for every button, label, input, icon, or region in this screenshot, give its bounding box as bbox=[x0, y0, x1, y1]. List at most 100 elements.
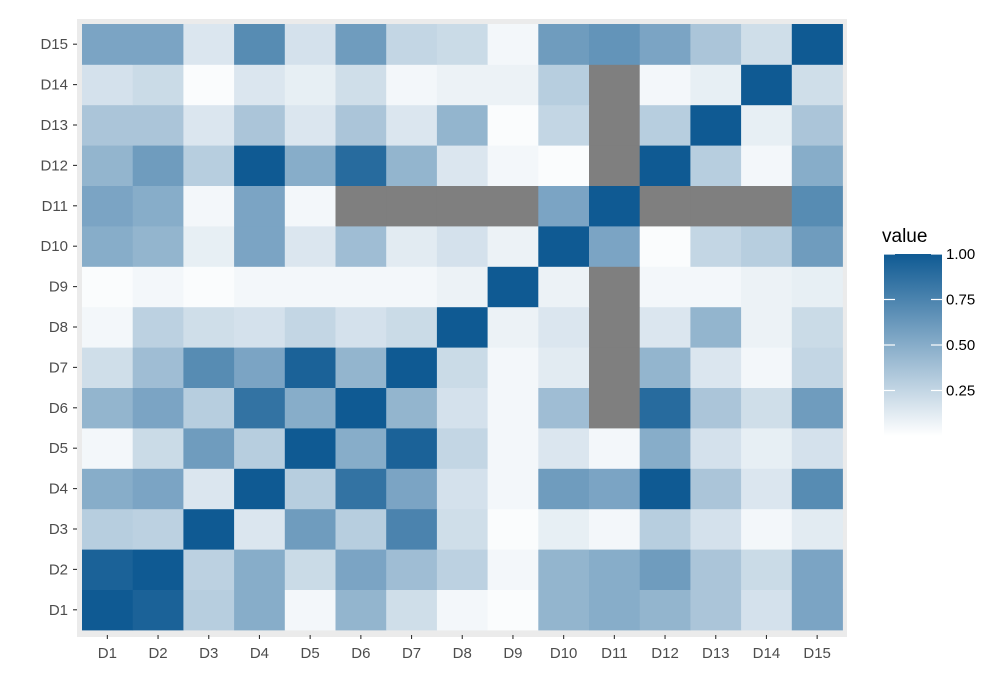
heatmap-cell-d5-d8 bbox=[284, 306, 336, 348]
heatmap-cell-d4-d1 bbox=[234, 589, 286, 631]
heatmap-cell-d7-d3 bbox=[386, 508, 438, 550]
x-tick-label: D8 bbox=[453, 645, 472, 662]
heatmap-cell-d2-d12 bbox=[132, 145, 184, 186]
x-axis: D1 D2 D3 D4 D5 D6 D7 D8 D9 D10 D11 D12 D13 D14 D15 bbox=[98, 635, 831, 662]
heatmap-cell-d4-d14 bbox=[234, 64, 286, 106]
y-tick-label: D9 bbox=[49, 279, 68, 296]
heatmap-cell-d5-d3 bbox=[284, 508, 336, 550]
y-tick-label: D10 bbox=[40, 238, 68, 255]
heatmap-cell-d12-d7 bbox=[639, 347, 691, 388]
heatmap-cell-d15-d14 bbox=[791, 64, 843, 106]
heatmap-cell-d4-d8 bbox=[234, 306, 286, 348]
heatmap-cell-d2-d6 bbox=[132, 387, 184, 429]
heatmap-cell-d5-d7 bbox=[284, 347, 336, 388]
y-tick-label: D15 bbox=[40, 36, 68, 53]
heatmap-cell-d3-d13 bbox=[183, 104, 235, 146]
heatmap-cell-d14-d12 bbox=[741, 145, 793, 186]
color-legend: value 0.25 0.50 0.75 1.00 bbox=[882, 226, 975, 436]
heatmap-cell-d12-d4 bbox=[639, 468, 691, 510]
heatmap-cell-d15-d10 bbox=[791, 226, 843, 267]
x-tick-label: D6 bbox=[351, 645, 370, 662]
heatmap-cell-d14-d6 bbox=[741, 387, 793, 429]
x-tick-label: D13 bbox=[702, 645, 730, 662]
heatmap-cell-d7-d13 bbox=[386, 104, 438, 146]
heatmap-cell-d9-d14 bbox=[487, 64, 539, 106]
x-tick-label: D10 bbox=[550, 645, 578, 662]
heatmap-cell-d12-d8 bbox=[639, 306, 691, 348]
heatmap-cell-d3-d1 bbox=[183, 589, 235, 631]
heatmap-cell-d12-d9 bbox=[639, 266, 691, 308]
heatmap-cell-d10-d5 bbox=[538, 428, 590, 469]
heatmap-cell-d10-d1 bbox=[538, 589, 590, 631]
heatmap-cell-d6-d6 bbox=[335, 387, 387, 429]
heatmap-cell-d7-d12 bbox=[386, 145, 438, 186]
heatmap-cell-d6-d4 bbox=[335, 468, 387, 510]
heatmap-cell-d11-d2 bbox=[589, 549, 641, 590]
heatmap-cell-d11-d1 bbox=[589, 589, 641, 631]
heatmap-cell-d3-d2 bbox=[183, 549, 235, 590]
heatmap-cell-d13-d8 bbox=[690, 306, 742, 348]
heatmap-cell-d10-d13 bbox=[538, 104, 590, 146]
heatmap-cell-d1-d4 bbox=[82, 468, 134, 510]
heatmap-cell-d3-d14 bbox=[183, 64, 235, 106]
heatmap-cell-d4-d5 bbox=[234, 428, 286, 469]
legend-tick-label: 0.75 bbox=[946, 292, 975, 309]
y-tick-label: D7 bbox=[49, 359, 68, 376]
heatmap-cell-d10-d15 bbox=[538, 24, 590, 65]
heatmap-cell-d7-d4 bbox=[386, 468, 438, 510]
heatmap-cell-d6-d9 bbox=[335, 266, 387, 308]
heatmap-cell-d4-d4 bbox=[234, 468, 286, 510]
heatmap-cell-d8-d10 bbox=[436, 226, 488, 267]
heatmap-cell-d14-d11 bbox=[741, 185, 793, 227]
heatmap-cell-d1-d6 bbox=[82, 387, 134, 429]
heatmap-cell-d8-d2 bbox=[436, 549, 488, 590]
heatmap-cell-d7-d15 bbox=[386, 24, 438, 65]
y-tick-label: D8 bbox=[49, 319, 68, 336]
heatmap-cell-d7-d1 bbox=[386, 589, 438, 631]
heatmap-cell-d14-d2 bbox=[741, 549, 793, 590]
y-tick-label: D3 bbox=[49, 521, 68, 538]
heatmap-cell-d15-d7 bbox=[791, 347, 843, 388]
heatmap-cell-d15-d12 bbox=[791, 145, 843, 186]
heatmap-cell-d6-d14 bbox=[335, 64, 387, 106]
heatmap-cell-d8-d13 bbox=[436, 104, 488, 146]
heatmap-cell-d1-d8 bbox=[82, 306, 134, 348]
y-tick-label: D11 bbox=[42, 198, 68, 215]
heatmap-cell-d13-d3 bbox=[690, 508, 742, 550]
heatmap-cell-d10-d7 bbox=[538, 347, 590, 388]
heatmap-cell-d8-d5 bbox=[436, 428, 488, 469]
heatmap-cell-d3-d7 bbox=[183, 347, 235, 388]
heatmap-cell-d7-d2 bbox=[386, 549, 438, 590]
x-tick-label: D11 bbox=[601, 645, 627, 662]
heatmap-cell-d12-d1 bbox=[639, 589, 691, 631]
heatmap-cell-d15-d1 bbox=[791, 589, 843, 631]
heatmap-cell-d8-d3 bbox=[436, 508, 488, 550]
heatmap-cell-d10-d9 bbox=[538, 266, 590, 308]
heatmap-cell-d4-d15 bbox=[234, 24, 286, 65]
heatmap-cell-d8-d12 bbox=[436, 145, 488, 186]
heatmap-cell-d5-d10 bbox=[284, 226, 336, 267]
legend-tick-label: 0.50 bbox=[946, 337, 975, 354]
y-tick-label: D14 bbox=[40, 77, 68, 94]
heatmap-cell-d4-d2 bbox=[234, 549, 286, 590]
heatmap-cell-d11-d13 bbox=[589, 104, 641, 146]
x-tick-label: D2 bbox=[148, 645, 167, 662]
x-tick-label: D3 bbox=[199, 645, 218, 662]
heatmap-cell-d6-d15 bbox=[335, 24, 387, 65]
heatmap-cell-d14-d3 bbox=[741, 508, 793, 550]
heatmap-cell-d3-d4 bbox=[183, 468, 235, 510]
heatmap-cell-d1-d11 bbox=[82, 185, 134, 227]
heatmap-cell-d12-d6 bbox=[639, 387, 691, 429]
heatmap-cell-d13-d13 bbox=[690, 104, 742, 146]
heatmap-cell-d11-d3 bbox=[589, 508, 641, 550]
heatmap-cell-d12-d3 bbox=[639, 508, 691, 550]
heatmap-cell-d10-d2 bbox=[538, 549, 590, 590]
heatmap-cell-d13-d4 bbox=[690, 468, 742, 510]
heatmap-cell-d4-d12 bbox=[234, 145, 286, 186]
heatmap-cell-d1-d12 bbox=[82, 145, 134, 186]
heatmap-cell-d13-d2 bbox=[690, 549, 742, 590]
heatmap-cell-d2-d4 bbox=[132, 468, 184, 510]
heatmap-cell-d5-d2 bbox=[284, 549, 336, 590]
y-tick-label: D2 bbox=[49, 561, 68, 578]
